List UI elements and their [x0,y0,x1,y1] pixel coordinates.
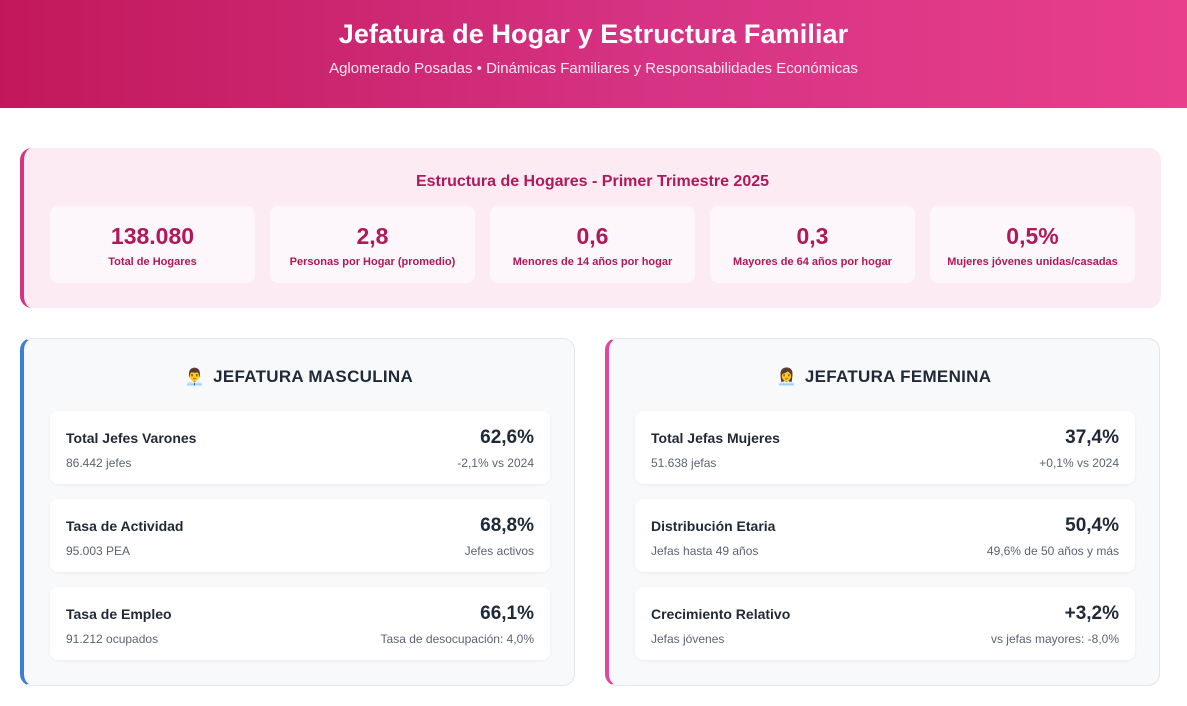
card-sub: Jefas jóvenes [651,632,725,646]
stat-value: 0,3 [796,223,829,249]
card-name: Tasa de Actividad [66,518,184,534]
card-sub: Jefas hasta 49 años [651,544,759,558]
woman-office-worker-icon: 👩‍💼 [776,367,797,386]
card-name: Distribución Etaria [651,518,776,534]
stat-value: 138.080 [110,223,195,249]
card-note: Jefes activos [464,544,534,558]
stat-value: 0,5% [1006,223,1059,249]
male-panel-title: 👨‍💼 JEFATURA MASCULINA [24,367,574,387]
card-sub: 86.442 jefes [66,456,132,470]
card-employment-rate: Tasa de Empleo 91.212 ocupados 66,1% Tas… [50,587,550,660]
card-percentage: 62,6% [480,427,534,448]
card-note: +0,1% vs 2024 [1039,456,1119,470]
card-name: Tasa de Empleo [66,606,172,622]
card-sub: 51.638 jefas [651,456,717,470]
card-note: vs jefas mayores: -8,0% [990,632,1119,646]
stat-value: 2,8 [356,223,389,249]
card-percentage: 50,4% [1065,515,1119,536]
card-activity-rate: Tasa de Actividad 95.003 PEA 68,8% Jefes… [50,499,550,572]
card-percentage: 37,4% [1065,427,1119,448]
card-note: -2,1% vs 2024 [457,456,534,470]
card-age-distribution: Distribución Etaria Jefas hasta 49 años … [635,499,1135,572]
stat-label: Total de Hogares [108,256,197,268]
card-name: Crecimiento Relativo [651,606,791,622]
card-name: Total Jefes Varones [66,430,197,446]
male-headship-panel: 👨‍💼 JEFATURA MASCULINA Total Jefes Varone… [20,338,575,686]
card-percentage: +3,2% [1064,603,1119,624]
stat-label: Menores de 14 años por hogar [512,256,673,268]
female-headship-panel: 👩‍💼 JEFATURA FEMENINA Total Jefas Mujeres… [605,338,1160,686]
card-note: 49,6% de 50 años y más [986,544,1119,558]
stat-card-total-households: 138.080 Total de Hogares [50,206,255,283]
stat-label: Personas por Hogar (promedio) [289,256,456,268]
stat-card-minors-per-household: 0,6 Menores de 14 años por hogar [490,206,695,283]
card-total-male-heads: Total Jefes Varones 86.442 jefes 62,6% -… [50,411,550,484]
card-name: Total Jefas Mujeres [651,430,780,446]
page-title: Jefatura de Hogar y Estructura Familiar [338,19,849,49]
card-sub: 95.003 PEA [66,544,131,558]
female-panel-title-text: JEFATURA FEMENINA [804,367,992,386]
stat-value: 0,6 [576,223,609,249]
man-office-worker-icon: 👨‍💼 [184,367,206,386]
household-structure-summary: Estructura de Hogares - Primer Trimestre… [20,148,1161,308]
stat-card-young-married-women: 0,5% Mujeres jóvenes unidas/casadas [930,206,1135,283]
stat-label: Mujeres jóvenes unidas/casadas [947,256,1118,268]
card-total-female-heads: Total Jefas Mujeres 51.638 jefas 37,4% +… [635,411,1135,484]
page-header: Jefatura de Hogar y Estructura Familiar … [0,0,1187,108]
summary-title: Estructura de Hogares - Primer Trimestre… [415,173,770,190]
card-note: Tasa de desocupación: 4,0% [380,632,534,646]
page-subtitle: Aglomerado Posadas • Dinámicas Familiare… [329,60,858,77]
card-relative-growth: Crecimiento Relativo Jefas jóvenes +3,2%… [635,587,1135,660]
card-sub: 91.212 ocupados [66,632,159,646]
stat-card-persons-per-household: 2,8 Personas por Hogar (promedio) [270,206,475,283]
stat-card-seniors-per-household: 0,3 Mayores de 64 años por hogar [710,206,915,283]
female-panel-title: 👩‍💼 JEFATURA FEMENINA [609,367,1159,387]
stat-label: Mayores de 64 años por hogar [733,256,892,268]
card-percentage: 66,1% [480,603,534,624]
card-percentage: 68,8% [480,515,534,536]
male-panel-title-text: JEFATURA MASCULINA [213,367,414,386]
